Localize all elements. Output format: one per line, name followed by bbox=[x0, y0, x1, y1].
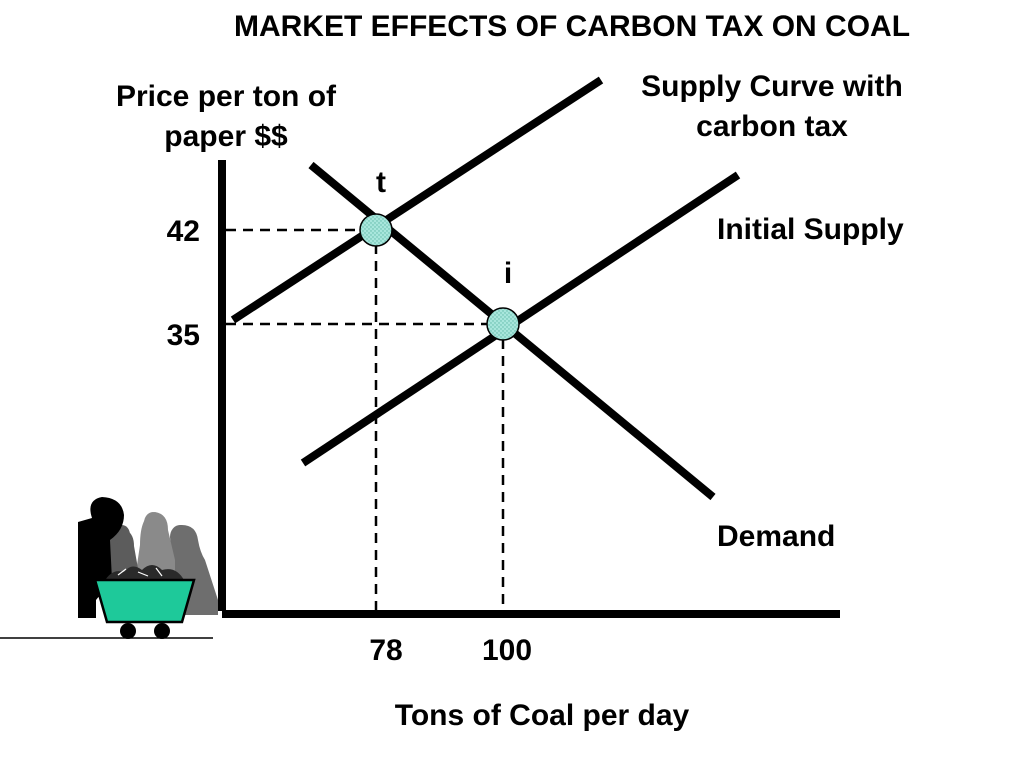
initial-supply-curve bbox=[300, 171, 741, 467]
price-tick-42: 42 bbox=[167, 215, 200, 248]
equilibrium-point-i bbox=[486, 307, 520, 341]
point-label-t: t bbox=[376, 166, 386, 199]
supply-with-tax-curve bbox=[230, 76, 604, 324]
point-label-i: i bbox=[504, 257, 512, 290]
demand-label: Demand bbox=[717, 520, 836, 553]
y-axis-label: Price per ton of paper $$ bbox=[115, 80, 337, 153]
guide-lines bbox=[226, 228, 505, 610]
diagram-title: MARKET EFFECTS OF CARBON TAX ON COAL bbox=[233, 10, 911, 43]
supply-with-tax-label: Supply Curve with carbon tax bbox=[641, 70, 903, 143]
equilibrium-point-t bbox=[359, 213, 393, 247]
quantity-tick-100: 100 bbox=[482, 634, 532, 667]
x-axis-label: Tons of Coal per day bbox=[394, 699, 690, 732]
price-tick-35: 35 bbox=[167, 319, 200, 352]
initial-supply-label: Initial Supply bbox=[717, 213, 904, 246]
quantity-tick-78: 78 bbox=[369, 634, 402, 667]
workers-with-coal-cart-icon bbox=[0, 497, 218, 639]
